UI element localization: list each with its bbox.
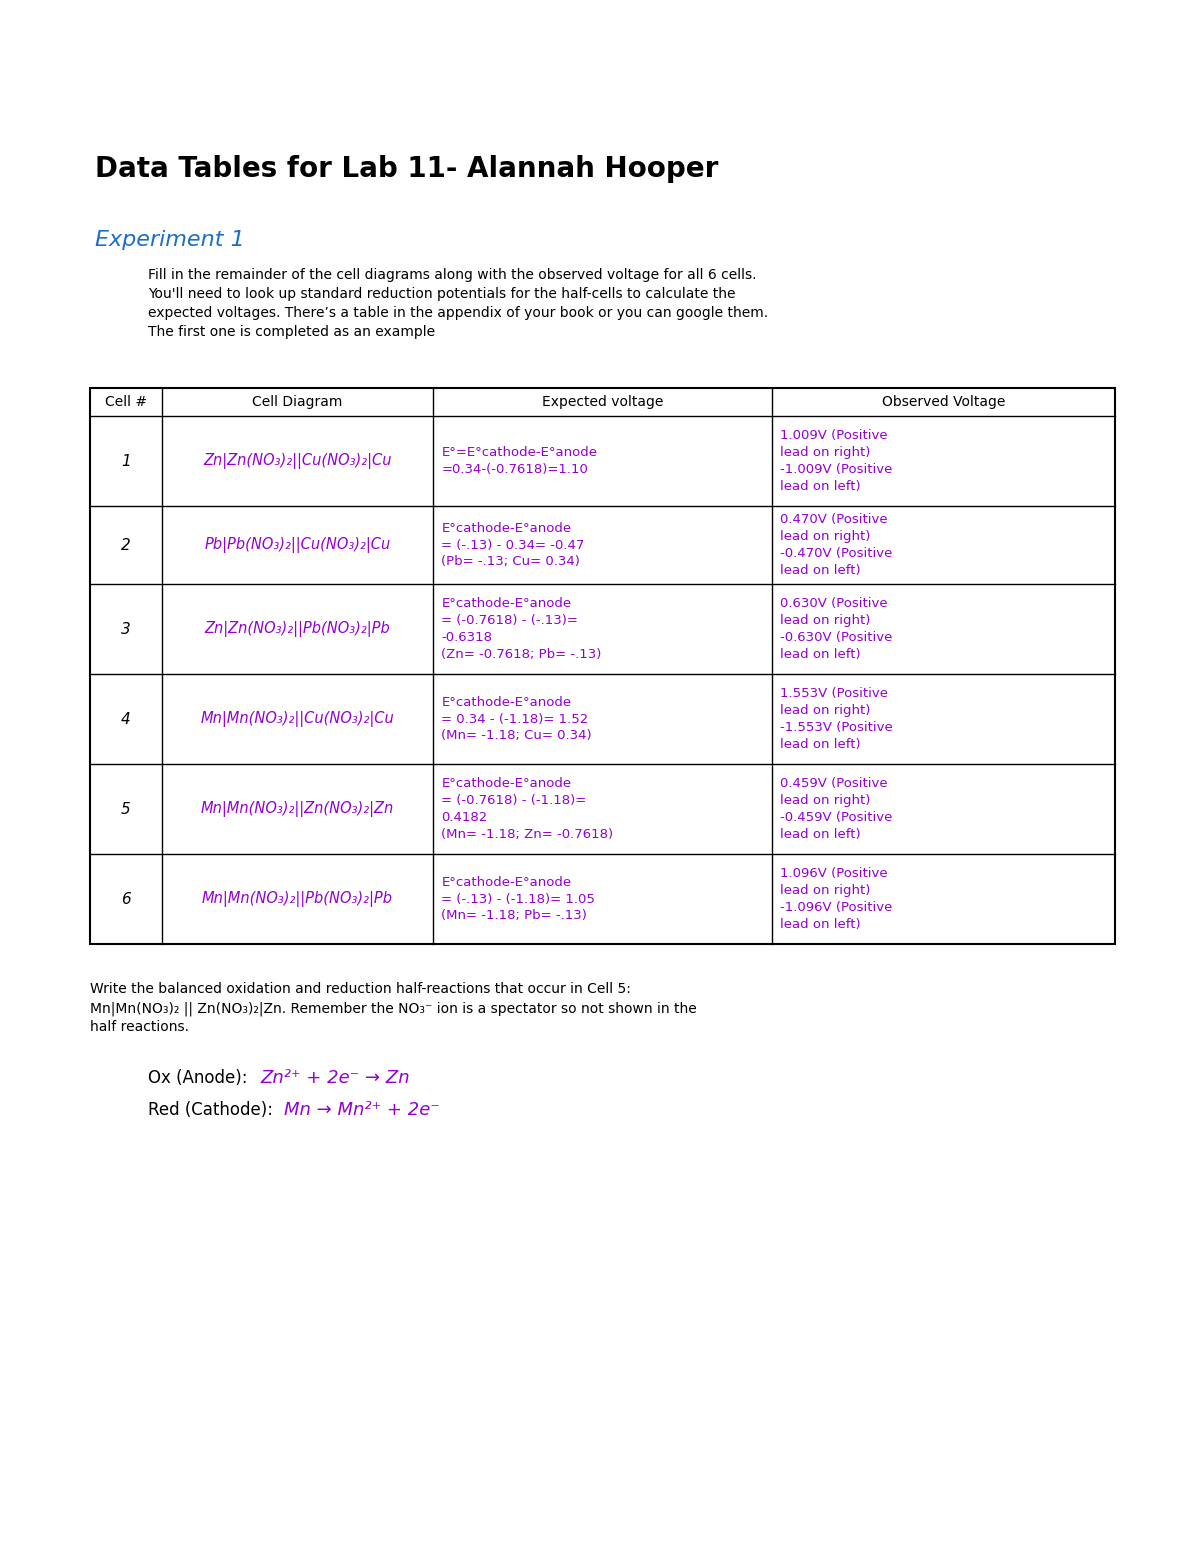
Text: 1.553V (Positive: 1.553V (Positive bbox=[780, 686, 888, 700]
Text: Red (Cathode):: Red (Cathode): bbox=[148, 1101, 278, 1120]
Text: Zn²⁺ + 2e⁻ → Zn: Zn²⁺ + 2e⁻ → Zn bbox=[260, 1068, 409, 1087]
Text: -0.459V (Positive: -0.459V (Positive bbox=[780, 811, 892, 825]
Text: 1.009V (Positive: 1.009V (Positive bbox=[780, 429, 887, 443]
Text: -0.6318: -0.6318 bbox=[442, 631, 492, 644]
Text: = 0.34 - (-1.18)= 1.52: = 0.34 - (-1.18)= 1.52 bbox=[442, 713, 589, 725]
Text: Write the balanced oxidation and reduction half-reactions that occur in Cell 5:: Write the balanced oxidation and reducti… bbox=[90, 981, 631, 995]
Text: =0.34-(-0.7618)=1.10: =0.34-(-0.7618)=1.10 bbox=[442, 463, 588, 477]
Text: lead on left): lead on left) bbox=[780, 564, 860, 578]
Text: lead on left): lead on left) bbox=[780, 480, 860, 492]
Text: Mn|Mn(NO₃)₂ || Zn(NO₃)₂|Zn. Remember the NO₃⁻ ion is a spectator so not shown in: Mn|Mn(NO₃)₂ || Zn(NO₃)₂|Zn. Remember the… bbox=[90, 1002, 697, 1016]
Text: E°cathode-E°anode: E°cathode-E°anode bbox=[442, 522, 571, 534]
Text: = (-.13) - 0.34= -0.47: = (-.13) - 0.34= -0.47 bbox=[442, 539, 584, 551]
Text: Fill in the remainder of the cell diagrams along with the observed voltage for a: Fill in the remainder of the cell diagra… bbox=[148, 269, 756, 283]
Text: 6: 6 bbox=[121, 891, 131, 907]
Text: You'll need to look up standard reduction potentials for the half-cells to calcu: You'll need to look up standard reductio… bbox=[148, 287, 736, 301]
Text: Mn|Mn(NO₃)₂||Pb(NO₃)₂|Pb: Mn|Mn(NO₃)₂||Pb(NO₃)₂|Pb bbox=[202, 891, 394, 907]
Text: 4: 4 bbox=[121, 711, 131, 727]
Text: Experiment 1: Experiment 1 bbox=[95, 230, 245, 250]
Text: Mn|Mn(NO₃)₂||Cu(NO₃)₂|Cu: Mn|Mn(NO₃)₂||Cu(NO₃)₂|Cu bbox=[200, 711, 395, 727]
Text: (Mn= -1.18; Zn= -0.7618): (Mn= -1.18; Zn= -0.7618) bbox=[442, 828, 613, 842]
Text: Data Tables for Lab 11- Alannah Hooper: Data Tables for Lab 11- Alannah Hooper bbox=[95, 155, 719, 183]
Text: 0.630V (Positive: 0.630V (Positive bbox=[780, 596, 887, 610]
Text: half reactions.: half reactions. bbox=[90, 1020, 190, 1034]
Text: (Pb= -.13; Cu= 0.34): (Pb= -.13; Cu= 0.34) bbox=[442, 556, 581, 568]
Text: Expected voltage: Expected voltage bbox=[542, 394, 664, 408]
Text: E°cathode-E°anode: E°cathode-E°anode bbox=[442, 776, 571, 790]
Text: 5: 5 bbox=[121, 801, 131, 817]
Text: -1.553V (Positive: -1.553V (Positive bbox=[780, 721, 893, 735]
Text: Cell #: Cell # bbox=[104, 394, 146, 408]
Text: Observed Voltage: Observed Voltage bbox=[882, 394, 1006, 408]
Text: lead on right): lead on right) bbox=[780, 613, 870, 627]
Text: E°cathode-E°anode: E°cathode-E°anode bbox=[442, 596, 571, 610]
Text: Mn → Mn²⁺ + 2e⁻: Mn → Mn²⁺ + 2e⁻ bbox=[284, 1101, 440, 1120]
Text: Ox (Anode):: Ox (Anode): bbox=[148, 1068, 253, 1087]
Text: -1.096V (Positive: -1.096V (Positive bbox=[780, 901, 892, 915]
Text: = (-0.7618) - (-.13)=: = (-0.7618) - (-.13)= bbox=[442, 613, 578, 627]
Text: (Mn= -1.18; Pb= -.13): (Mn= -1.18; Pb= -.13) bbox=[442, 910, 587, 922]
Text: The first one is completed as an example: The first one is completed as an example bbox=[148, 325, 436, 339]
Text: Cell Diagram: Cell Diagram bbox=[252, 394, 343, 408]
Text: lead on left): lead on left) bbox=[780, 738, 860, 752]
Text: E°cathode-E°anode: E°cathode-E°anode bbox=[442, 696, 571, 708]
Text: lead on right): lead on right) bbox=[780, 446, 870, 460]
Text: (Mn= -1.18; Cu= 0.34): (Mn= -1.18; Cu= 0.34) bbox=[442, 730, 592, 742]
Text: 1: 1 bbox=[121, 453, 131, 469]
Text: -0.630V (Positive: -0.630V (Positive bbox=[780, 631, 892, 644]
Text: 1.096V (Positive: 1.096V (Positive bbox=[780, 867, 887, 881]
Text: -1.009V (Positive: -1.009V (Positive bbox=[780, 463, 892, 477]
Text: = (-.13) - (-1.18)= 1.05: = (-.13) - (-1.18)= 1.05 bbox=[442, 893, 595, 905]
Text: lead on left): lead on left) bbox=[780, 648, 860, 662]
Text: (Zn= -0.7618; Pb= -.13): (Zn= -0.7618; Pb= -.13) bbox=[442, 648, 601, 662]
Text: Zn|Zn(NO₃)₂||Cu(NO₃)₂|Cu: Zn|Zn(NO₃)₂||Cu(NO₃)₂|Cu bbox=[203, 453, 392, 469]
Text: Zn|Zn(NO₃)₂||Pb(NO₃)₂|Pb: Zn|Zn(NO₃)₂||Pb(NO₃)₂|Pb bbox=[205, 621, 390, 637]
Text: lead on right): lead on right) bbox=[780, 530, 870, 544]
Text: -0.470V (Positive: -0.470V (Positive bbox=[780, 547, 892, 561]
Text: lead on left): lead on left) bbox=[780, 828, 860, 842]
Text: lead on left): lead on left) bbox=[780, 918, 860, 930]
Text: E°cathode-E°anode: E°cathode-E°anode bbox=[442, 876, 571, 888]
Bar bbox=[90, 388, 1115, 944]
Text: = (-0.7618) - (-1.18)=: = (-0.7618) - (-1.18)= bbox=[442, 794, 587, 808]
Text: E°=E°cathode-E°anode: E°=E°cathode-E°anode bbox=[442, 446, 598, 460]
Text: Pb|Pb(NO₃)₂||Cu(NO₃)₂|Cu: Pb|Pb(NO₃)₂||Cu(NO₃)₂|Cu bbox=[204, 537, 391, 553]
Text: 2: 2 bbox=[121, 537, 131, 553]
Text: expected voltages. There’s a table in the appendix of your book or you can googl: expected voltages. There’s a table in th… bbox=[148, 306, 768, 320]
Text: 0.4182: 0.4182 bbox=[442, 811, 487, 825]
Text: Mn|Mn(NO₃)₂||Zn(NO₃)₂|Zn: Mn|Mn(NO₃)₂||Zn(NO₃)₂|Zn bbox=[200, 801, 394, 817]
Text: 0.470V (Positive: 0.470V (Positive bbox=[780, 512, 887, 526]
Text: 0.459V (Positive: 0.459V (Positive bbox=[780, 776, 887, 790]
Text: lead on right): lead on right) bbox=[780, 704, 870, 717]
Text: lead on right): lead on right) bbox=[780, 884, 870, 898]
Text: lead on right): lead on right) bbox=[780, 794, 870, 808]
Text: 3: 3 bbox=[121, 621, 131, 637]
